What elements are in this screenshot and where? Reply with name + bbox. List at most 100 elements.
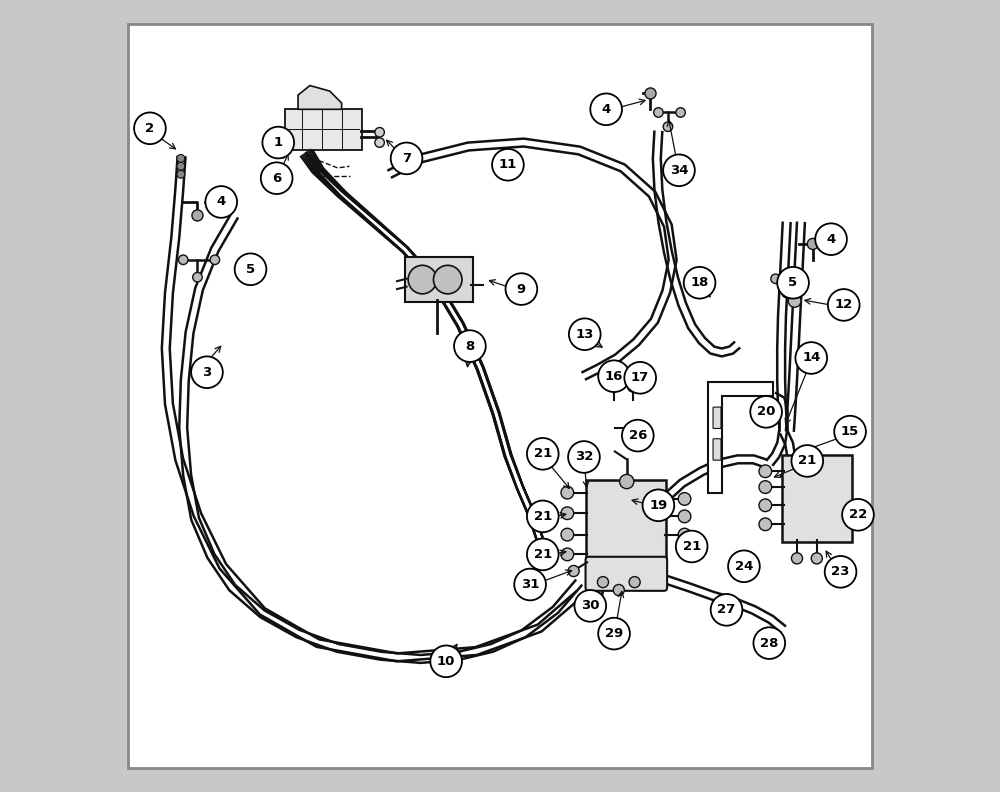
- Circle shape: [375, 128, 384, 137]
- Circle shape: [678, 528, 691, 541]
- Circle shape: [795, 342, 827, 374]
- Text: 18: 18: [690, 276, 709, 289]
- Circle shape: [192, 210, 203, 221]
- Circle shape: [676, 108, 685, 117]
- Circle shape: [527, 501, 559, 532]
- Circle shape: [792, 274, 802, 284]
- Circle shape: [676, 531, 708, 562]
- Circle shape: [777, 267, 809, 299]
- Text: 26: 26: [629, 429, 647, 442]
- Circle shape: [811, 553, 822, 564]
- Circle shape: [771, 274, 780, 284]
- Text: 4: 4: [826, 233, 836, 246]
- Circle shape: [678, 510, 691, 523]
- Polygon shape: [708, 382, 773, 493]
- Text: 17: 17: [631, 371, 649, 384]
- Circle shape: [597, 577, 609, 588]
- Circle shape: [759, 499, 772, 512]
- Circle shape: [711, 594, 742, 626]
- Circle shape: [191, 356, 223, 388]
- Text: 13: 13: [576, 328, 594, 341]
- Circle shape: [561, 528, 574, 541]
- Text: 11: 11: [499, 158, 517, 171]
- Circle shape: [654, 108, 663, 117]
- Circle shape: [645, 88, 656, 99]
- Text: 27: 27: [717, 604, 736, 616]
- Circle shape: [391, 143, 422, 174]
- Text: 5: 5: [246, 263, 255, 276]
- Circle shape: [177, 162, 185, 170]
- Text: 15: 15: [841, 425, 859, 438]
- Circle shape: [574, 590, 606, 622]
- FancyBboxPatch shape: [586, 557, 667, 591]
- Circle shape: [815, 223, 847, 255]
- FancyBboxPatch shape: [405, 257, 473, 302]
- Circle shape: [598, 360, 630, 392]
- Text: 31: 31: [521, 578, 539, 591]
- Circle shape: [210, 255, 220, 265]
- Circle shape: [663, 154, 695, 186]
- Text: 21: 21: [534, 447, 552, 460]
- Circle shape: [561, 548, 574, 561]
- Circle shape: [834, 416, 866, 447]
- Circle shape: [568, 441, 600, 473]
- Text: 23: 23: [831, 565, 850, 578]
- Circle shape: [261, 162, 292, 194]
- Text: 6: 6: [272, 172, 281, 185]
- Text: 9: 9: [517, 283, 526, 295]
- Circle shape: [178, 255, 188, 265]
- Circle shape: [613, 584, 624, 596]
- Text: 21: 21: [683, 540, 701, 553]
- Text: 2: 2: [145, 122, 154, 135]
- Circle shape: [759, 481, 772, 493]
- Circle shape: [753, 627, 785, 659]
- Circle shape: [622, 420, 654, 451]
- Text: 28: 28: [760, 637, 778, 649]
- Circle shape: [454, 330, 486, 362]
- FancyBboxPatch shape: [782, 455, 852, 542]
- Circle shape: [620, 474, 634, 489]
- Circle shape: [663, 122, 673, 131]
- Circle shape: [807, 238, 818, 249]
- Polygon shape: [298, 86, 342, 109]
- Text: 21: 21: [798, 455, 816, 467]
- Circle shape: [430, 645, 462, 677]
- Circle shape: [759, 465, 772, 478]
- Text: 10: 10: [437, 655, 455, 668]
- Circle shape: [791, 553, 803, 564]
- Circle shape: [624, 362, 656, 394]
- Text: 12: 12: [835, 299, 853, 311]
- Circle shape: [408, 265, 437, 294]
- Circle shape: [492, 149, 524, 181]
- Text: 32: 32: [575, 451, 593, 463]
- Circle shape: [561, 486, 574, 499]
- Circle shape: [433, 265, 462, 294]
- Circle shape: [568, 565, 579, 577]
- Circle shape: [235, 253, 266, 285]
- FancyBboxPatch shape: [713, 407, 721, 428]
- Circle shape: [842, 499, 874, 531]
- Text: 30: 30: [581, 600, 600, 612]
- Circle shape: [828, 289, 860, 321]
- Text: 7: 7: [402, 152, 411, 165]
- Circle shape: [678, 493, 691, 505]
- Text: 14: 14: [802, 352, 820, 364]
- Circle shape: [759, 518, 772, 531]
- Circle shape: [791, 445, 823, 477]
- Circle shape: [684, 267, 715, 299]
- Circle shape: [177, 154, 185, 162]
- Circle shape: [205, 186, 237, 218]
- Circle shape: [728, 550, 760, 582]
- Circle shape: [514, 569, 546, 600]
- Circle shape: [561, 507, 574, 520]
- Text: 8: 8: [465, 340, 475, 352]
- Circle shape: [134, 112, 166, 144]
- Circle shape: [782, 288, 791, 298]
- Text: 22: 22: [849, 508, 867, 521]
- Circle shape: [177, 170, 185, 178]
- Circle shape: [643, 489, 674, 521]
- Circle shape: [262, 127, 294, 158]
- FancyBboxPatch shape: [713, 439, 721, 460]
- Circle shape: [628, 381, 639, 392]
- Circle shape: [193, 272, 202, 282]
